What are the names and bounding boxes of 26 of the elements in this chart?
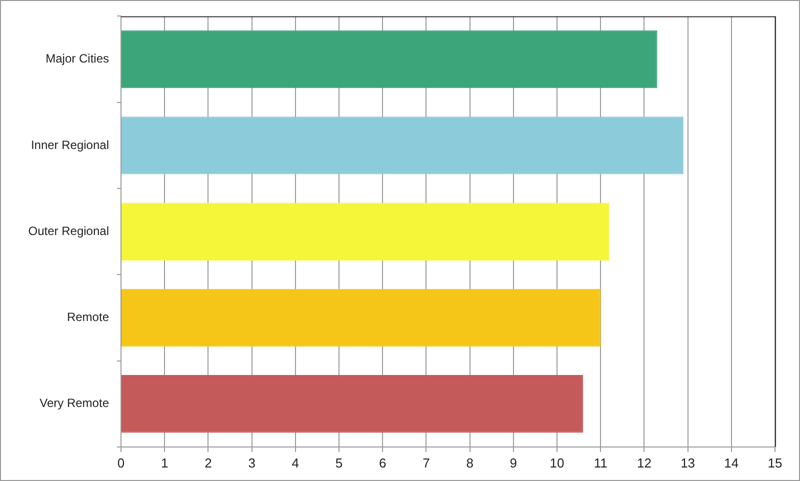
- x-tick-label: 3: [248, 455, 256, 470]
- x-tick-label: 6: [378, 455, 386, 470]
- x-tick-label: 8: [466, 455, 474, 470]
- bar: [122, 375, 584, 433]
- x-tick-label: 12: [636, 455, 652, 470]
- x-tick-label: 0: [117, 455, 125, 470]
- x-tick-label: 10: [550, 455, 564, 470]
- x-tick-label: 4: [292, 455, 300, 470]
- y-tick-label: Major Cities: [46, 52, 109, 66]
- x-tick-label: 13: [680, 455, 696, 470]
- x-tick-label: 5: [335, 455, 343, 470]
- bar: [122, 116, 684, 174]
- x-tick-label: 1: [160, 455, 168, 470]
- bar: [122, 288, 601, 347]
- y-tick-label: Outer Regional: [28, 224, 109, 238]
- x-tick-label: 15: [768, 455, 782, 470]
- x-tick-label: 7: [422, 455, 430, 470]
- x-tick-label: 9: [510, 455, 518, 470]
- y-tick-label: Very Remote: [40, 396, 110, 410]
- x-tick-label: 2: [204, 455, 212, 470]
- bar: [122, 30, 658, 88]
- bar: [122, 202, 610, 260]
- x-tick-label: 11: [594, 455, 608, 470]
- y-tick-label: Remote: [66, 310, 110, 324]
- x-tick-label: 14: [724, 455, 739, 470]
- y-tick-label: Inner Regional: [30, 138, 109, 152]
